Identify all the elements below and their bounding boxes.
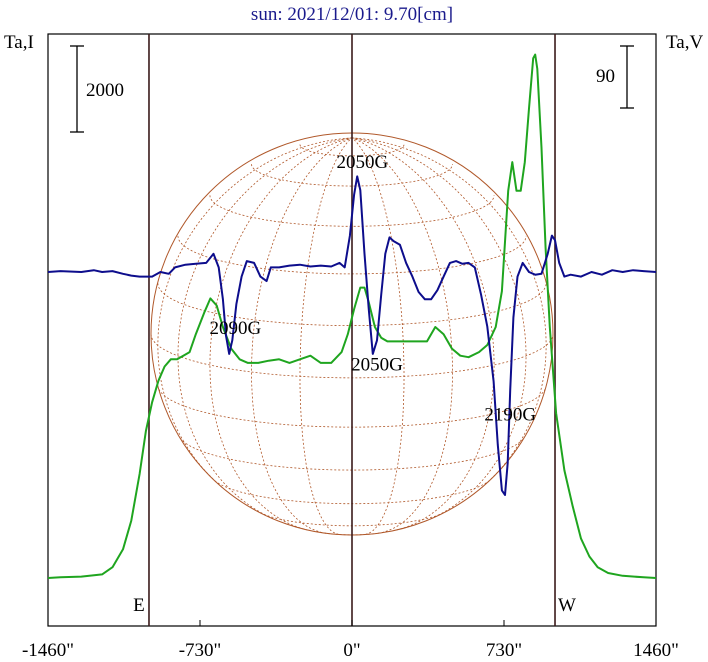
- field-annotation: 2050G: [337, 152, 389, 173]
- longitude-line: [177, 137, 353, 520]
- right-scale-bar: [620, 45, 634, 109]
- longitude-line: [351, 137, 527, 520]
- longitude-line: [251, 137, 353, 534]
- longitude-line: [351, 137, 453, 534]
- limb-lines: [148, 34, 556, 626]
- x-tick-label: -730": [179, 640, 222, 661]
- x-tick-label: 1460": [633, 640, 679, 661]
- series-I-line: [47, 53, 657, 579]
- x-tick-label: 0": [343, 640, 360, 661]
- longitude-line: [299, 137, 353, 535]
- chart-title: sun: 2021/12/01: 9.70[cm]: [251, 4, 453, 25]
- longitude-line: [157, 137, 353, 488]
- longitude-line: [351, 137, 495, 531]
- field-annotation: 2050G: [351, 354, 403, 375]
- field-annotation: 2090G: [210, 318, 262, 339]
- left-axis-label: Ta,I: [4, 32, 34, 53]
- x-tick-label: 730": [486, 640, 522, 661]
- left-scale-bar-label: 2000: [86, 80, 124, 101]
- left-scale-bar: [70, 45, 84, 133]
- labels-group: -1460" -730" 0" 730" 1460" E W 2050G 2090G 2050G 2…: [22, 152, 679, 661]
- x-tick-label: -1460": [22, 640, 74, 661]
- longitude-line: [351, 137, 405, 535]
- latitude-line: [299, 144, 405, 157]
- limb-label-E: E: [133, 595, 145, 616]
- series-V-line: [47, 175, 657, 496]
- right-scale-bar-label: 90: [596, 66, 615, 87]
- limb-label-W: W: [558, 595, 576, 616]
- series-group: [47, 53, 657, 579]
- field-annotation: 2190G: [484, 404, 536, 425]
- right-axis-label: Ta,V: [666, 32, 703, 53]
